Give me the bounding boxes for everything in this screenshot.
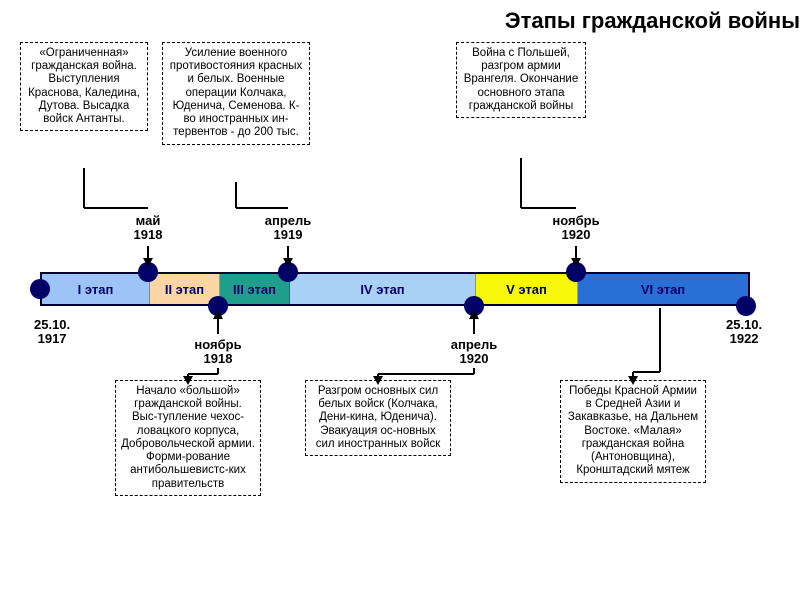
arrow-down-icon — [283, 258, 293, 267]
arrow-down-icon — [183, 376, 193, 385]
bottom-desc-box-0: Начало «большой» гражданской войны. Выс-… — [115, 380, 261, 496]
start-date: 25.10.1917 — [34, 318, 70, 347]
top-desc-box-0: «Ограниченная» гражданская война. Выступ… — [20, 42, 148, 131]
main-title: Этапы гражданской войны — [505, 8, 800, 34]
timeline-dot-0 — [30, 279, 50, 299]
connector-line — [633, 371, 660, 373]
stage-5: V этап — [476, 274, 578, 304]
top-date-label-1: апрель1919 — [265, 214, 312, 243]
arrow-down-icon — [571, 258, 581, 267]
arrow-down-icon — [628, 376, 638, 385]
bottom-date-label-1: апрель1920 — [451, 338, 498, 367]
arrow-up-icon — [213, 310, 223, 319]
arrow-down-icon — [143, 258, 153, 267]
stage-6: VI этап — [578, 274, 748, 304]
bottom-date-label-0: ноябрь1918 — [194, 338, 241, 367]
connector-line — [236, 207, 288, 209]
stage-1: I этап — [42, 274, 150, 304]
top-date-label-0: май1918 — [134, 214, 163, 243]
connector-line — [235, 182, 237, 208]
connector-line — [188, 373, 218, 375]
end-date: 25.10.1922 — [726, 318, 762, 347]
bottom-desc-box-2: Победы Красной Армии в Средней Азии и За… — [560, 380, 706, 483]
arrow-up-icon — [469, 310, 479, 319]
connector-line — [520, 158, 522, 208]
connector-line — [84, 207, 148, 209]
connector-line — [521, 207, 576, 209]
top-date-label-2: ноябрь1920 — [552, 214, 599, 243]
bottom-desc-box-1: Разгром основных сил белых войск (Колчак… — [305, 380, 451, 456]
connector-line — [378, 373, 474, 375]
arrow-down-icon — [373, 376, 383, 385]
connector-line — [83, 168, 85, 208]
top-desc-box-2: Война с Польшей, разгром армии Врангеля.… — [456, 42, 586, 118]
top-desc-box-1: Усиление военного противостояния красных… — [162, 42, 310, 145]
timeline-dot-6 — [736, 296, 756, 316]
connector-line — [659, 308, 661, 372]
stage-4: IV этап — [290, 274, 476, 304]
